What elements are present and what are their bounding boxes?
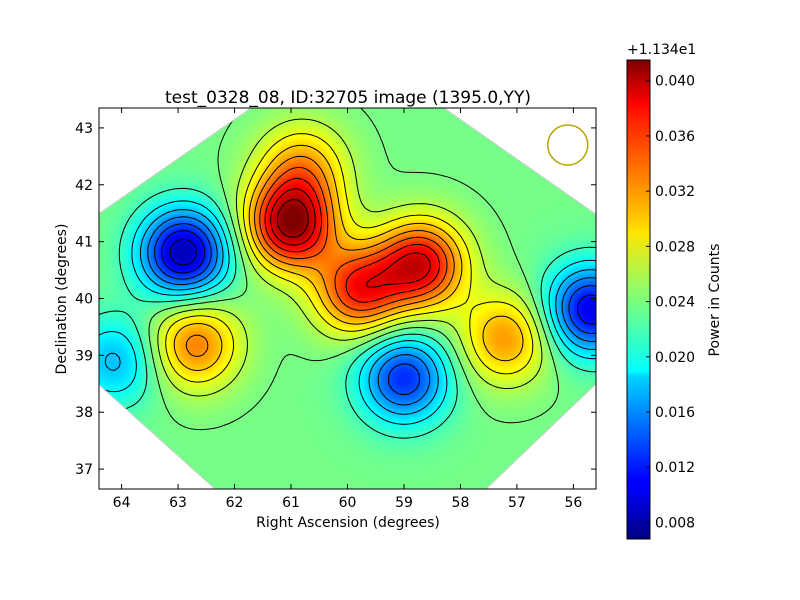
colorbar-gradient — [626, 59, 651, 540]
contour-line — [147, 216, 597, 406]
colorbar-ticks: 0.008 0.012 0.016 0.020 0.024 0.028 0.032 0.036… — [646, 74, 695, 531]
contour-line — [276, 198, 309, 238]
colorbar-tick-label: 0.028 — [655, 239, 695, 255]
contour-line — [270, 188, 431, 288]
y-tick-label: 37 — [75, 462, 93, 478]
y-tick-label: 42 — [75, 178, 93, 194]
x-axis-label: Right Ascension (degrees) — [256, 515, 440, 531]
colorbar-offset: +1.134e1 — [627, 42, 696, 58]
contour-line — [259, 166, 448, 311]
colorbar-tick-label: 0.032 — [655, 184, 695, 200]
contour-line — [173, 144, 524, 371]
x-tick-label: 59 — [395, 495, 413, 511]
plot-area — [98, 107, 597, 490]
contour-line — [98, 187, 597, 439]
contour-line — [161, 230, 597, 325]
contour-line — [185, 155, 455, 357]
colorbar-label: Power in Counts — [707, 244, 723, 357]
colorbar-tick-label: 0.020 — [655, 350, 695, 366]
colorbar-tick-label: 0.008 — [655, 515, 695, 531]
y-axis-label: Declination (degrees) — [54, 224, 70, 375]
beam-marker — [547, 124, 589, 166]
contour-line — [169, 238, 197, 266]
x-tick-label: 64 — [113, 495, 131, 511]
x-tick-label: 56 — [564, 495, 582, 511]
contour-line — [98, 200, 597, 425]
x-tick-label: 57 — [508, 495, 526, 511]
colorbar-tick-label: 0.036 — [655, 129, 695, 145]
y-tick-label: 43 — [75, 121, 93, 137]
colorbar-tick-label: 0.024 — [655, 295, 695, 311]
y-tick-label: 39 — [75, 348, 93, 364]
x-tick-label: 60 — [339, 495, 357, 511]
x-axis-ticks: 64 63 62 61 60 59 58 57 56 — [113, 108, 582, 511]
contour-lines — [98, 108, 597, 439]
contour-line — [264, 177, 440, 303]
y-tick-label: 40 — [75, 292, 93, 308]
contour-line — [157, 118, 543, 397]
image-edge — [99, 108, 596, 489]
contour-line — [154, 223, 597, 396]
chart-title: test_0328_08, ID:32705 image (1395.0,YY) — [165, 88, 531, 108]
colorbar-tick-label: 0.016 — [655, 405, 695, 421]
x-tick-label: 61 — [282, 495, 300, 511]
x-tick-label: 58 — [452, 495, 470, 511]
contour-line — [104, 209, 597, 415]
y-axis-ticks: 37 38 39 40 41 42 43 — [75, 121, 596, 478]
contour-line — [165, 133, 534, 383]
y-tick-label: 38 — [75, 405, 93, 421]
colorbar-tick-label: 0.040 — [655, 74, 695, 90]
x-tick-label: 62 — [226, 495, 244, 511]
colorbar: 0.008 0.012 0.016 0.020 0.024 0.028 0.032 0.036… — [626, 42, 723, 540]
x-tick-label: 63 — [169, 495, 187, 511]
colorbar-tick-label: 0.012 — [655, 460, 695, 476]
y-tick-label: 41 — [75, 235, 93, 251]
